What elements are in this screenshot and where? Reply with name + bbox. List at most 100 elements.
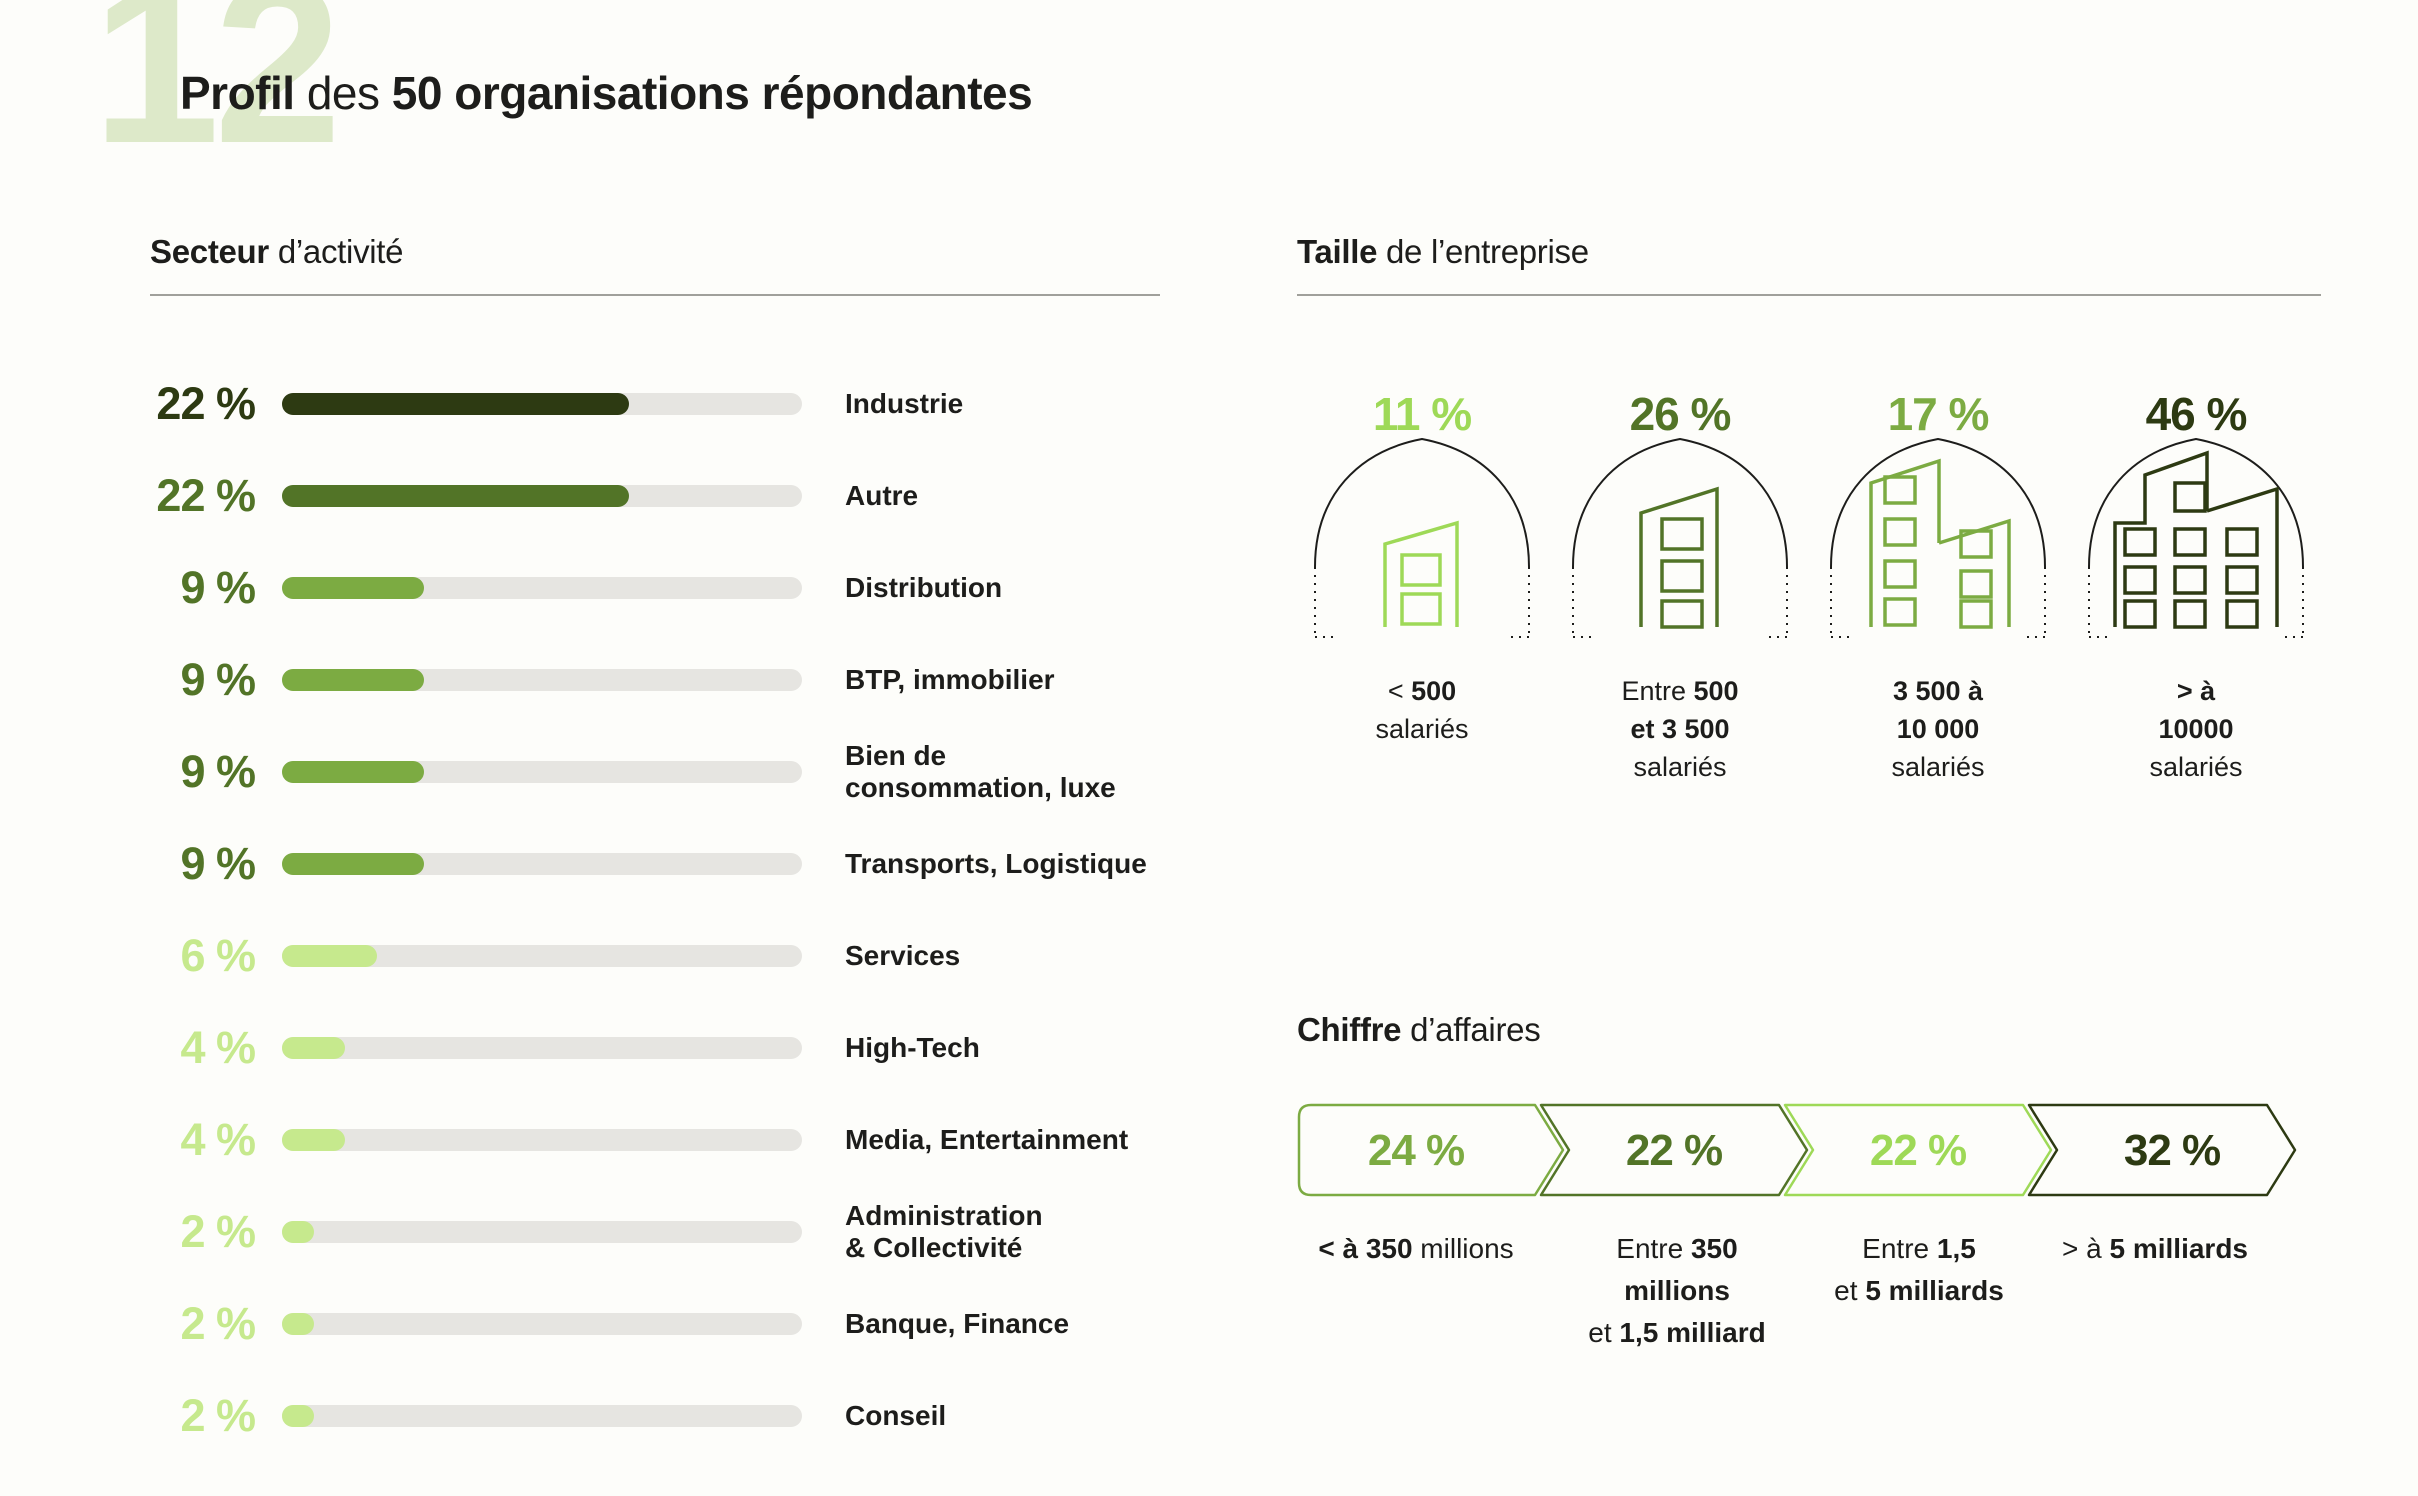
revenue-range-label-line: > à 5 milliards (2062, 1233, 2248, 1264)
sector-bar-track (282, 1313, 802, 1335)
sector-row: 4 % Media, Entertainment (150, 1094, 1160, 1186)
sector-bar-track (282, 945, 802, 967)
company-size-label-line: < 500 (1387, 676, 1457, 706)
company-size-label: < 500 salariés (1375, 673, 1468, 749)
sector-row: 22 % Industrie (150, 358, 1160, 450)
revenue-segment (2027, 1103, 2297, 1197)
arch-frame (2088, 437, 2304, 638)
sector-row: 2 % Conseil (150, 1370, 1160, 1462)
sector-bar-track (282, 1405, 802, 1427)
sector-row: 9 % Bien de consommation, luxe (150, 726, 1160, 818)
sector-bar-track (282, 1037, 802, 1059)
revenue-range-label: Entre 1,5 et 5 milliards (1779, 1228, 2059, 1312)
sector-row: 9 % Transports, Logistique (150, 818, 1160, 910)
revenue-chevron-band: 24 % 22 % 22 % 32 % (1297, 1103, 2297, 1197)
sector-category-label: BTP, immobilier (845, 663, 1055, 695)
sector-percent-label: 2 % (180, 1390, 256, 1441)
sector-row: 9 % Distribution (150, 542, 1160, 634)
sector-bar-chart: 22 % Industrie 22 % Autre 9 % Distribution 9 %… (150, 358, 1160, 1462)
revenue-labels: < à 350 millions Entre 350 millions et 1,5 … (1297, 1228, 2321, 1398)
sector-bar-track (282, 1221, 802, 1243)
sector-percent-label: 6 % (180, 930, 256, 981)
sector-percent-label: 2 % (180, 1206, 256, 1257)
company-size-label-line: salariés (2149, 751, 2243, 782)
sector-bar-fill (282, 669, 424, 691)
revenue-percent: 22 % (1626, 1126, 1722, 1175)
revenue-range-label-line: et 1,5 milliard (1588, 1317, 1766, 1348)
revenue-range-label: Entre 350 millions et 1,5 milliard (1537, 1228, 1817, 1354)
sector-bar-track (282, 761, 802, 783)
company-size-item: 17 % 3 500 à 10 000 salariés (1813, 391, 2063, 786)
sector-percent-label: 9 % (180, 562, 256, 613)
revenue-heading: Chiffre d’affaires (1297, 1011, 1541, 1048)
revenue-percent: 24 % (1368, 1126, 1464, 1175)
sector-bar-fill (282, 485, 629, 507)
company-size-label: > à 10000 salariés (2149, 673, 2242, 786)
sector-bar-track (282, 393, 802, 415)
company-size-item: 26 % Entre 500 et 3 500 salariés (1555, 391, 1805, 786)
sector-bar-fill (282, 1221, 314, 1243)
building-small-icon (1383, 520, 1459, 627)
sector-category-label: High-Tech (845, 1031, 980, 1063)
page-title: Profil des 50 organisations répondantes (180, 67, 1033, 119)
sector-category-label: Autre (845, 479, 919, 511)
page-number-watermark: 12 (92, 0, 342, 191)
sector-bar-fill (282, 1129, 346, 1151)
company-size-percent: 17 % (1875, 391, 2001, 437)
revenue-percent: 22 % (1870, 1126, 1966, 1175)
company-size-percent: 11 % (1360, 391, 1484, 437)
revenue-range-label-line: et 5 milliards (1834, 1275, 2004, 1306)
company-size-label-line: > à (2176, 676, 2216, 706)
company-size-label-line: 10 000 (1896, 713, 1980, 744)
sector-category-label: Distribution (845, 571, 1003, 603)
sector-percent-label: 4 % (180, 1114, 256, 1165)
company-size-item: 11 % < 500 salariés (1297, 391, 1547, 786)
revenue-section: Chiffre d’affaires 24 % 22 % 22 % 32 % < à … (1297, 1013, 2321, 1398)
revenue-segment (1539, 1103, 1809, 1197)
company-size-item: 46 % > à 10000 salariés (2071, 391, 2321, 786)
sector-category-label: Bien de consommation, luxe (845, 739, 1116, 803)
sector-percent-label: 22 % (156, 470, 256, 521)
sector-bar-fill (282, 853, 424, 875)
revenue-range-label-line: < à 350 millions (1318, 1233, 1514, 1264)
sector-section: Secteur d’activité 22 % Industrie 22 % Autr… (150, 235, 1160, 1462)
company-size-label-line: et 3 500 (1630, 713, 1730, 744)
building-medium-icon (1639, 486, 1719, 629)
sector-bar-fill (282, 945, 377, 967)
building-twin-towers-icon (1869, 458, 2011, 629)
sector-percent-label: 9 % (180, 838, 256, 889)
sector-row: 2 % Banque, Finance (150, 1278, 1160, 1370)
revenue-range-label: < à 350 millions (1276, 1228, 1556, 1270)
sector-percent-label: 9 % (180, 654, 256, 705)
sector-bar-fill (282, 1313, 314, 1335)
sector-category-label: Media, Entertainment (845, 1123, 1129, 1155)
sector-category-label: Industrie (845, 387, 964, 419)
sector-bar-fill (282, 1037, 346, 1059)
revenue-range-label: > à 5 milliards (2015, 1228, 2295, 1270)
company-size-label: 3 500 à 10 000 salariés (1891, 673, 1984, 786)
building-large-icon (2113, 450, 2279, 629)
sector-row: 2 % Administration & Collectivité (150, 1186, 1160, 1278)
sector-row: 22 % Autre (150, 450, 1160, 542)
company-size-label: Entre 500 et 3 500 salariés (1621, 673, 1738, 786)
revenue-segment (1297, 1103, 1565, 1197)
sector-bar-track (282, 669, 802, 691)
company-size-heading: Taille de l’entreprise (1297, 235, 2321, 296)
sector-row: 4 % High-Tech (150, 1002, 1160, 1094)
sector-bar-fill (282, 761, 424, 783)
sector-percent-label: 22 % (156, 378, 256, 429)
sector-percent-label: 9 % (180, 746, 256, 797)
revenue-range-label-line: Entre 1,5 (1862, 1233, 1976, 1264)
company-size-label-line: salariés (1375, 713, 1469, 744)
company-size-label-line: salariés (1633, 751, 1727, 782)
sector-bar-fill (282, 1405, 314, 1427)
sector-row: 6 % Services (150, 910, 1160, 1002)
sector-category-label: Banque, Finance (845, 1307, 1070, 1339)
sector-category-label: Administration & Collectivité (845, 1199, 1043, 1263)
arch-frame (1572, 437, 1788, 638)
company-size-label-line: 3 500 à (1892, 676, 1984, 706)
sector-category-label: Services (845, 939, 961, 971)
sector-bar-track (282, 485, 802, 507)
revenue-range-label-line: Entre 350 (1616, 1233, 1738, 1264)
company-size-percent: 46 % (2133, 391, 2259, 437)
